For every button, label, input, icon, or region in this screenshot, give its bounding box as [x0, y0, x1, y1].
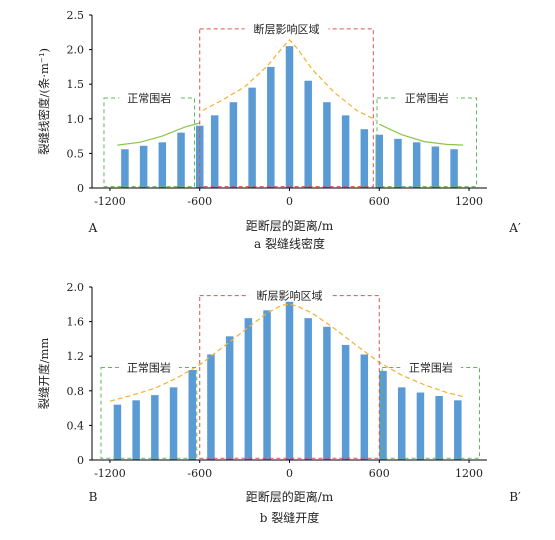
- region-label-bg-a-1: [244, 20, 329, 35]
- region-label-bg-a-2: [396, 90, 457, 105]
- bar-a-14: [375, 134, 384, 188]
- y-tick-label-a-2: 1.0: [67, 113, 85, 126]
- y-axis-label-a: 裂缝线密度/(条·m⁻¹): [37, 48, 51, 155]
- y-tick-label-a-4: 2.0: [67, 44, 85, 57]
- bar-a-17: [431, 146, 440, 188]
- y-tick-label-a-3: 1.5: [67, 78, 85, 91]
- bar-b-12: [341, 344, 350, 460]
- y-tick-label-a-1: 0.5: [67, 147, 85, 160]
- y-tick-label-a-5: 2.5: [67, 9, 85, 22]
- region-label-b-2: 正常围岩: [409, 360, 453, 374]
- y-tick-label-a-0: 0: [77, 182, 84, 195]
- bar-a-9: [285, 46, 294, 188]
- panel-caption-b: b 裂缝开度: [260, 510, 320, 525]
- x-tick-label-a-3: 600: [369, 195, 390, 208]
- x-axis-label-a: 距断层的距离/m: [246, 218, 334, 233]
- y-axis-label-b: 裂缝开度/mm: [37, 338, 51, 410]
- x-tick-label-a-1: -600: [187, 195, 212, 208]
- bar-b-15: [397, 387, 406, 460]
- region-label-a-2: 正常围岩: [405, 91, 449, 105]
- bar-a-7: [248, 87, 256, 188]
- x-tick-label-b-4: 1200: [455, 467, 483, 480]
- bar-a-6: [229, 102, 238, 188]
- bar-b-1: [132, 400, 140, 460]
- y-tick-label-b-3: 1.2: [67, 350, 85, 363]
- region-box-b-0: [100, 366, 198, 459]
- x-tick-label-a-4: 1200: [455, 195, 483, 208]
- bar-b-6: [225, 336, 234, 460]
- bar-b-17: [435, 395, 443, 460]
- bar-b-13: [360, 354, 369, 460]
- region-label-b-0: 正常围岩: [127, 360, 171, 374]
- y-tick-label-b-1: 0.4: [67, 419, 85, 432]
- fit-curve-a-0: [117, 122, 200, 146]
- region-label-bg-b-2: [400, 359, 461, 374]
- fit-curve-a-1: [202, 39, 377, 121]
- bar-b-10: [304, 318, 312, 460]
- bar-b-16: [416, 392, 425, 460]
- x-tick-label-a-2: 0: [286, 195, 293, 208]
- bar-a-12: [341, 115, 350, 188]
- bar-b-5: [207, 354, 215, 460]
- x-tick-label-b-3: 600: [369, 467, 390, 480]
- fit-curve-a-2: [379, 123, 464, 146]
- region-label-bg-a-0: [119, 90, 180, 105]
- region-label-bg-b-1: [247, 287, 332, 302]
- bar-b-8: [263, 310, 271, 460]
- x-tick-label-a-0: -1200: [94, 195, 126, 208]
- bar-b-4: [188, 370, 196, 460]
- region-label-a-1: 断层影响区域: [254, 22, 320, 36]
- bar-a-10: [304, 80, 312, 188]
- bar-a-2: [158, 142, 167, 188]
- y-tick-label-b-4: 1.6: [67, 316, 85, 329]
- bar-a-16: [412, 142, 421, 188]
- panel-caption-a: a 裂缝线密度: [254, 236, 325, 251]
- bar-a-8: [267, 66, 275, 188]
- bar-b-2: [151, 395, 159, 460]
- region-box-b-2: [381, 366, 481, 459]
- bar-b-9: [285, 301, 294, 460]
- bar-b-18: [454, 400, 462, 460]
- bar-b-7: [244, 318, 253, 460]
- region-label-a-0: 正常围岩: [127, 91, 171, 105]
- bar-b-14: [379, 370, 387, 460]
- bar-a-0: [121, 149, 129, 188]
- x-tick-label-b-2: 0: [286, 467, 293, 480]
- y-tick-label-b-0: 0: [77, 454, 84, 467]
- fit-curve-b-0: [109, 303, 465, 402]
- bar-a-11: [323, 102, 331, 188]
- bar-b-11: [323, 326, 331, 460]
- bar-a-18: [450, 149, 458, 188]
- x-tick-label-b-1: -600: [187, 467, 212, 480]
- region-box-b-1: [199, 295, 380, 459]
- bar-a-5: [210, 115, 219, 188]
- x-tick-label-b-0: -1200: [94, 467, 126, 480]
- bar-b-0: [113, 404, 122, 460]
- bar-a-13: [360, 129, 369, 188]
- region-label-bg-b-0: [118, 359, 179, 374]
- bar-a-15: [394, 138, 402, 188]
- y-tick-label-b-2: 0.8: [67, 385, 85, 398]
- bar-a-1: [139, 145, 148, 188]
- region-label-b-1: 断层影响区域: [257, 289, 323, 303]
- profile-end-label-b: B′: [509, 490, 521, 504]
- x-axis-label-b: 距断层的距离/m: [246, 489, 334, 504]
- y-tick-label-b-5: 2.0: [67, 281, 85, 294]
- profile-end-label-a: A′: [508, 221, 521, 235]
- profile-start-label-a: A: [88, 221, 98, 235]
- bar-a-3: [177, 132, 185, 188]
- profile-start-label-b: B: [89, 490, 98, 504]
- bar-b-3: [169, 387, 178, 460]
